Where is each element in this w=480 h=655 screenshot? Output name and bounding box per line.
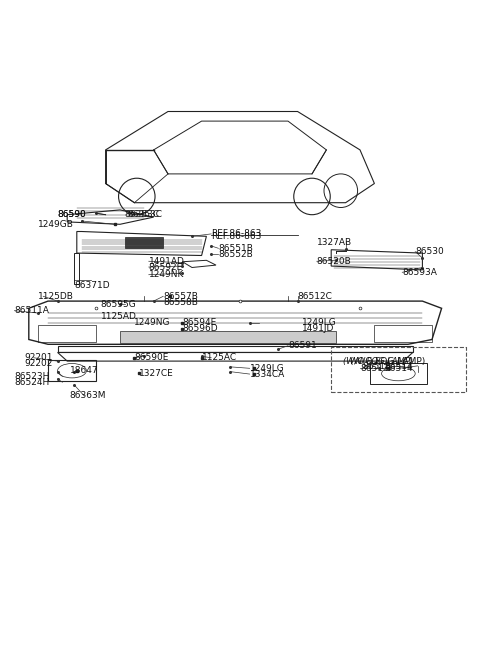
Bar [48,360,96,381]
Text: 86551B: 86551B [218,244,253,253]
Text: 1125AC: 1125AC [202,353,237,362]
Text: 1327CE: 1327CE [139,369,174,377]
Text: 1249LG: 1249LG [250,364,284,373]
Bar [374,325,432,342]
Text: 86557B: 86557B [163,291,198,301]
Text: 86511A: 86511A [14,306,49,315]
Text: 86590: 86590 [58,210,86,219]
Text: 86353C: 86353C [125,210,160,219]
Text: 86371D: 86371D [74,281,110,290]
Bar [38,325,96,342]
Text: 86524H: 86524H [14,378,49,386]
Text: 86592E: 86592E [149,263,183,272]
Text: (W/O FOG LAMP): (W/O FOG LAMP) [350,356,426,365]
Text: 1249GB: 1249GB [38,220,74,229]
Bar [120,331,336,343]
Text: 86591: 86591 [288,341,317,350]
Text: 1334CA: 1334CA [250,369,285,379]
Text: 86512C: 86512C [298,291,333,301]
Text: 1125AD: 1125AD [101,312,137,322]
Text: 1327AB: 1327AB [317,238,352,246]
Text: 86514: 86514 [384,364,413,373]
Text: 1491JD: 1491JD [302,324,335,333]
Text: 86595G: 86595G [101,300,136,309]
Text: 86594E: 86594E [182,318,216,328]
Text: REF.86-863: REF.86-863 [211,232,262,241]
Bar [125,237,163,248]
Text: 86552B: 86552B [218,250,253,259]
Text: 86590: 86590 [58,210,86,219]
Text: 86353C: 86353C [127,210,162,219]
Text: 1125DB: 1125DB [38,291,74,301]
Text: 86520B: 86520B [317,257,351,266]
Text: 86590E: 86590E [134,353,169,362]
Text: 86363M: 86363M [70,391,106,400]
Text: 86514: 86514 [384,362,413,371]
Text: REF.86-863: REF.86-863 [211,229,262,238]
Text: 86523H: 86523H [14,372,50,381]
Text: 92201: 92201 [24,353,52,362]
Text: 86558B: 86558B [163,297,198,307]
Text: 86513: 86513 [360,364,389,373]
Text: (W/O FOG LAMP): (W/O FOG LAMP) [343,356,413,365]
Text: 92202: 92202 [24,359,52,368]
Text: 86513: 86513 [362,362,391,371]
Text: 1249NG: 1249NG [134,318,171,328]
Bar [370,362,427,384]
Text: 1249NK: 1249NK [149,271,184,279]
Text: 86530: 86530 [415,247,444,256]
Text: 1491AD: 1491AD [149,257,185,266]
Text: 86596D: 86596D [182,324,218,333]
Text: 1249LG: 1249LG [302,318,337,328]
Text: 18647: 18647 [70,366,98,375]
Text: 86593A: 86593A [402,268,437,277]
